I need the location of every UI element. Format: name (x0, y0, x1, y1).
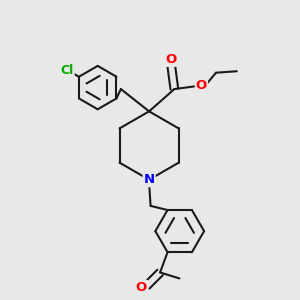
Text: O: O (196, 79, 207, 92)
Text: N: N (143, 173, 155, 186)
Text: O: O (166, 53, 177, 66)
Text: Cl: Cl (61, 64, 74, 77)
Text: O: O (136, 281, 147, 294)
